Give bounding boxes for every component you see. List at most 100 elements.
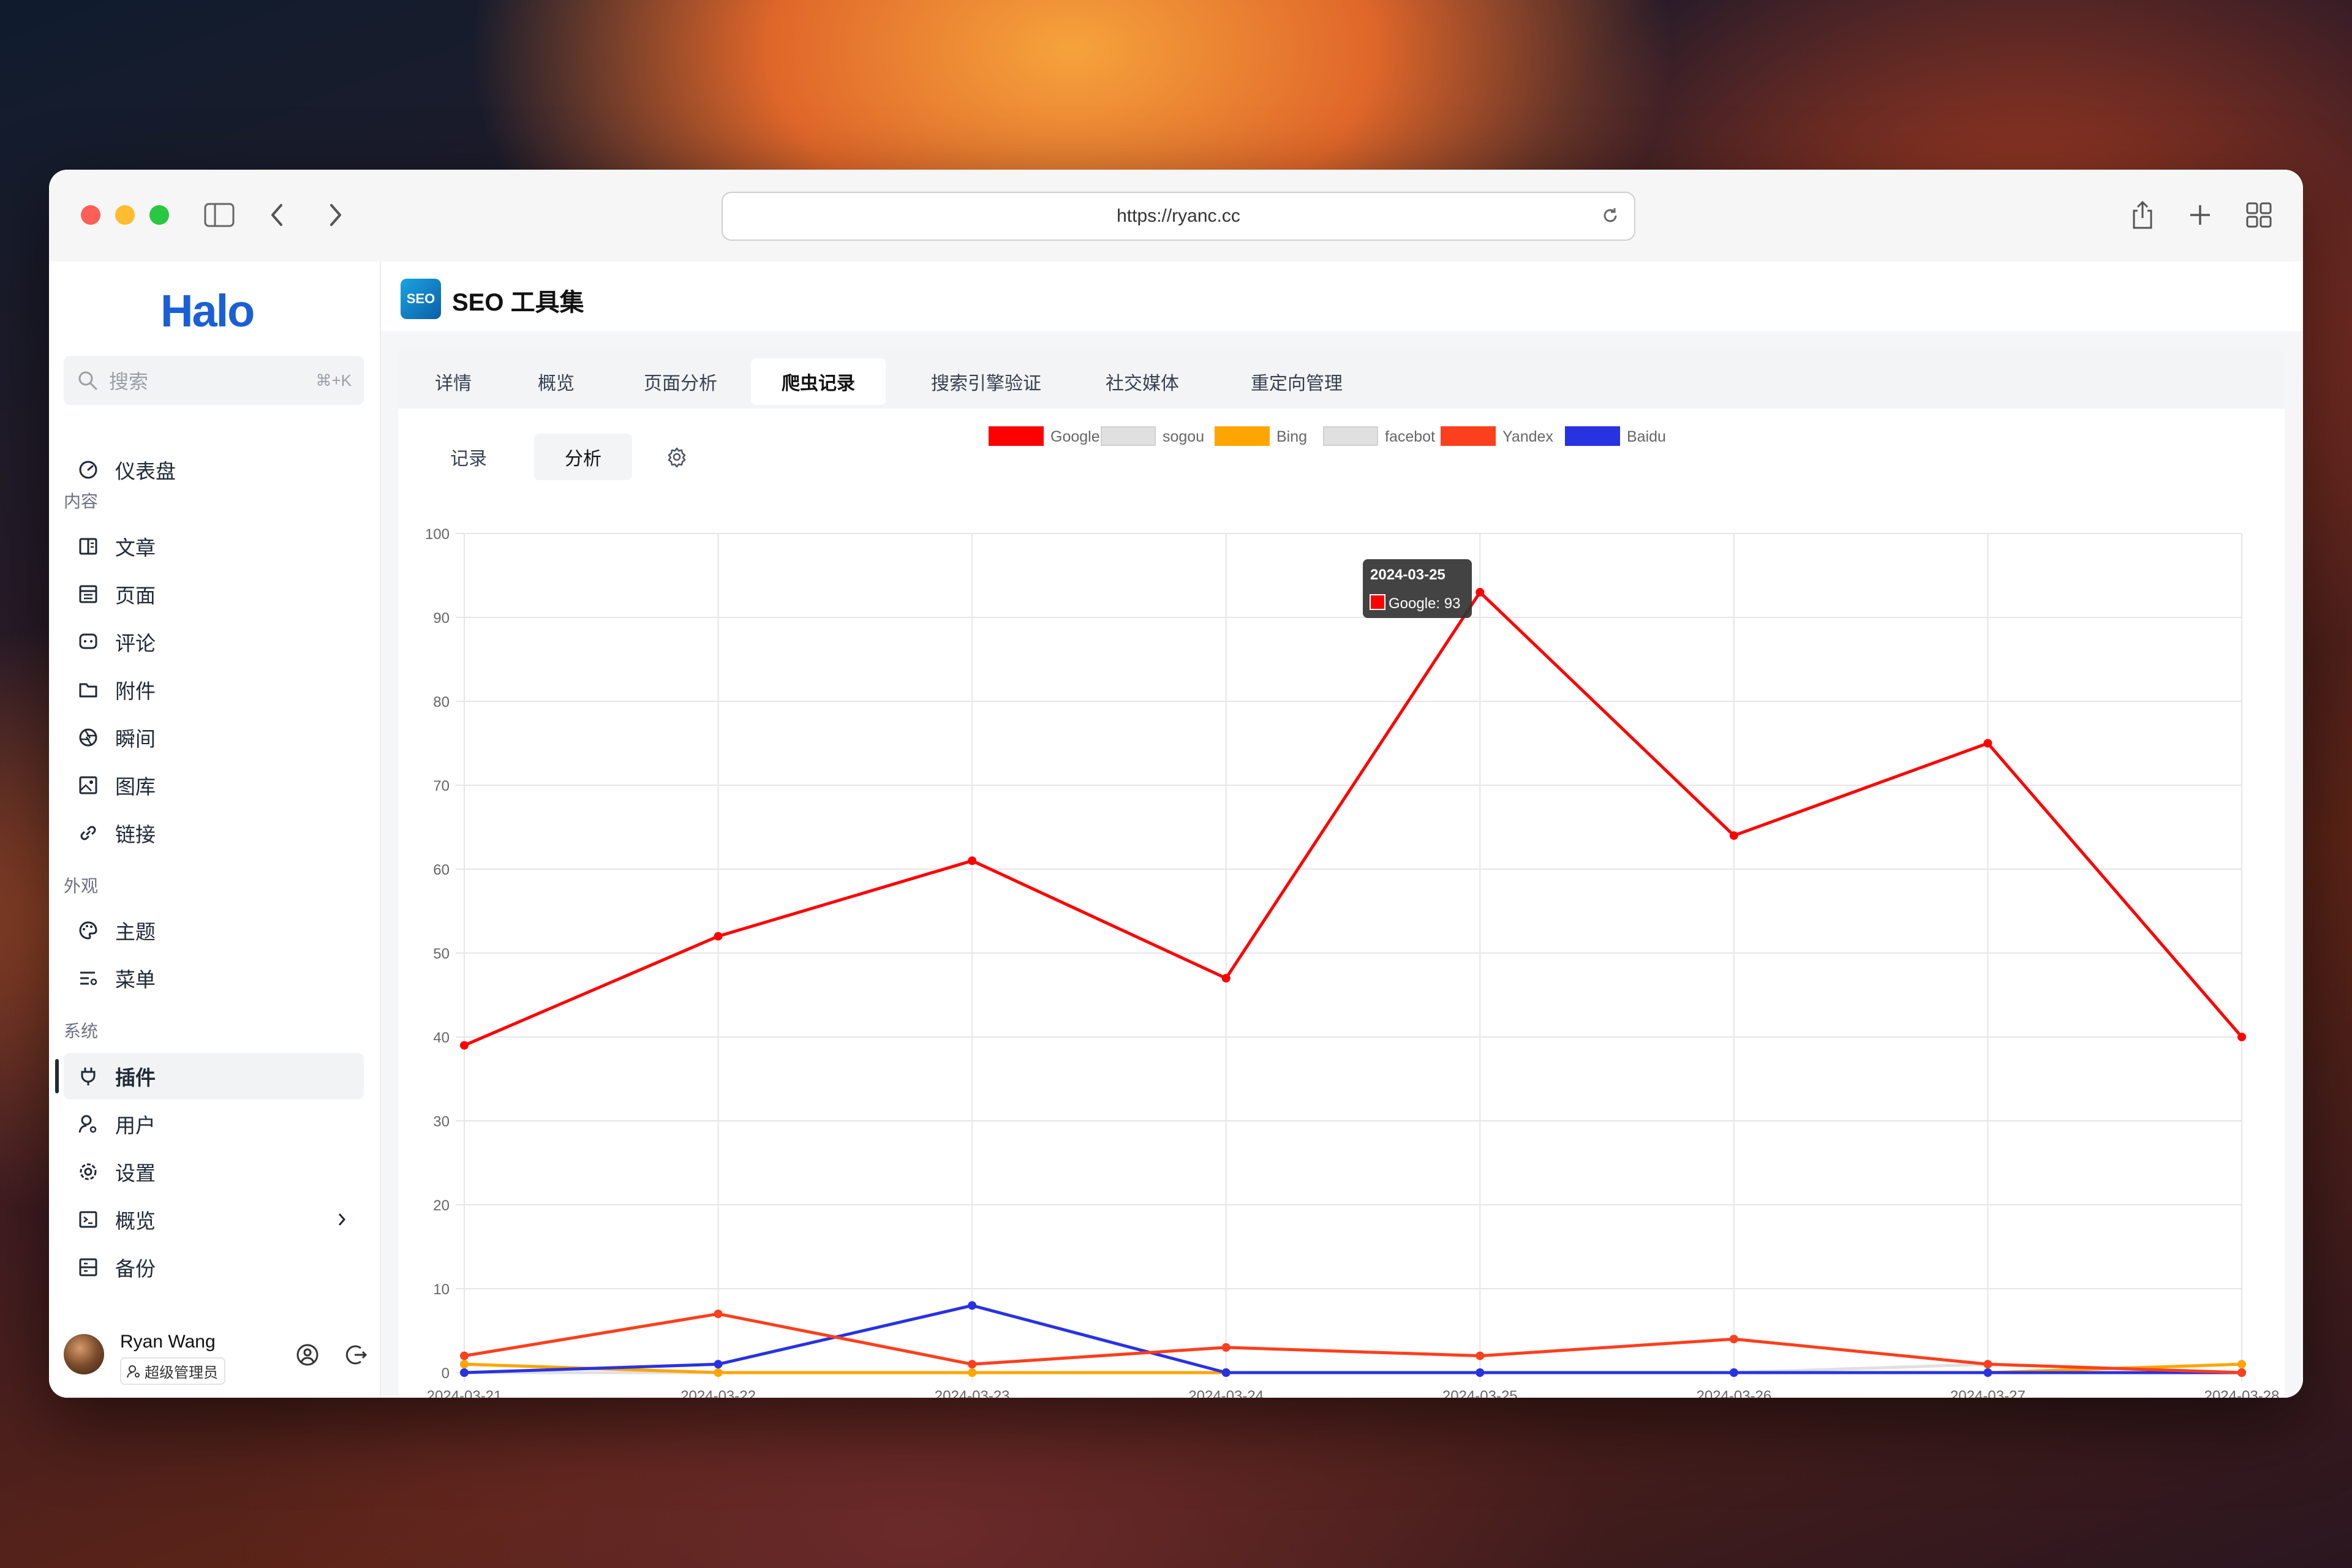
- data-point-baidu: [1476, 1368, 1485, 1377]
- series-line-google: [464, 590, 2243, 1047]
- sidebar-item-backup[interactable]: 备份: [64, 1244, 364, 1291]
- sidebar-item-label: 菜单: [115, 968, 156, 991]
- x-tick-label: 2024-03-28: [2204, 1388, 2280, 1398]
- sidebar-toggle-icon[interactable]: [201, 197, 238, 233]
- forward-icon[interactable]: [317, 197, 354, 233]
- tab-bar: 详情 概览 页面分析 爬虫记录 搜索引擎验证 社交媒体 重定向管理: [398, 350, 2285, 409]
- tab-page-analysis[interactable]: 页面分析: [644, 374, 717, 394]
- maximize-window-button[interactable]: [149, 205, 169, 225]
- sidebar-item-moments[interactable]: 瞬间: [64, 714, 364, 761]
- subtab-records[interactable]: 记录: [450, 449, 487, 469]
- chevron-right-icon: [336, 1210, 348, 1229]
- legend-label-bing: Bing: [1276, 428, 1307, 445]
- search-input[interactable]: 搜索 ⌘+K: [64, 356, 364, 405]
- x-tick-label: 2024-03-26: [1696, 1388, 1771, 1398]
- sidebar-item-label: 链接: [115, 823, 156, 846]
- terminal-icon: [76, 1207, 100, 1232]
- data-point-google: [1476, 587, 1485, 597]
- legend-label-baidu: Baidu: [1627, 428, 1666, 445]
- data-point-google: [2237, 1033, 2246, 1041]
- logout-icon[interactable]: [343, 1341, 370, 1368]
- new-tab-icon[interactable]: [2182, 197, 2218, 233]
- series-line-baidu: [464, 1303, 2242, 1374]
- sidebar-item-plugins[interactable]: 插件: [64, 1053, 364, 1099]
- sidebar-item-attachments[interactable]: 附件: [64, 666, 364, 713]
- sidebar-item-pages[interactable]: 页面: [64, 571, 364, 617]
- settings-gear-icon[interactable]: [655, 434, 698, 480]
- sidebar-item-label: 仪表盘: [115, 460, 176, 483]
- halo-logo[interactable]: Halo: [160, 285, 255, 336]
- profile-icon[interactable]: [294, 1341, 321, 1368]
- search-placeholder: 搜索: [109, 371, 149, 393]
- data-point-yandex: [968, 1360, 977, 1369]
- data-point-baidu: [460, 1368, 469, 1377]
- sidebar-item-gallery[interactable]: 图库: [64, 762, 364, 809]
- address-bar[interactable]: https://ryanc.cc: [722, 192, 1635, 241]
- user-name: Ryan Wang: [120, 1332, 216, 1352]
- role-badge: 超级管理员: [120, 1357, 225, 1385]
- sidebar-item-themes[interactable]: 主题: [64, 907, 364, 954]
- data-point-bing: [2237, 1360, 2246, 1369]
- data-point-google: [714, 932, 723, 941]
- sidebar-item-settings[interactable]: 设置: [64, 1148, 364, 1195]
- data-point-yandex: [2237, 1368, 2246, 1377]
- sidebar-item-links[interactable]: 链接: [64, 810, 364, 856]
- tooltip-swatch: [1370, 594, 1385, 610]
- legend-label-yandex: Yandex: [1502, 428, 1553, 445]
- sidebar-item-label: 附件: [115, 680, 156, 703]
- sidebar-item-users[interactable]: 用户: [64, 1101, 364, 1147]
- sidebar-item-menus[interactable]: 菜单: [64, 955, 364, 1001]
- image-icon: [76, 773, 100, 797]
- y-tick-label: 40: [433, 1030, 450, 1046]
- sidebar-item-label: 文章: [115, 537, 156, 559]
- sidebar-item-dashboard[interactable]: 仪表盘: [64, 447, 364, 493]
- main-area: SEO SEO 工具集 详情 概览 页面分析 爬虫记录 搜索引擎验证 社交媒体 …: [381, 262, 2303, 1398]
- minimize-window-button[interactable]: [115, 205, 135, 225]
- sidebar-item-comments[interactable]: 评论: [64, 619, 364, 665]
- data-point-yandex: [1729, 1335, 1738, 1344]
- y-tick-label: 80: [433, 694, 450, 710]
- browser-titlebar: https://ryanc.cc: [49, 170, 2303, 263]
- tab-details[interactable]: 详情: [435, 374, 472, 394]
- tab-search-engine-verification[interactable]: 搜索引擎验证: [931, 374, 1041, 394]
- legend-swatch-bing: [1215, 426, 1270, 446]
- data-point-google: [1729, 831, 1738, 840]
- data-point-bing: [714, 1368, 723, 1377]
- sidebar-item-overview[interactable]: 概览: [64, 1196, 364, 1243]
- content-card: 详情 概览 页面分析 爬虫记录 搜索引擎验证 社交媒体 重定向管理 记录 分析 …: [398, 350, 2285, 1398]
- y-axis-ticks: 0 10 20 30 40 50 60 70 80 90 100: [425, 526, 450, 1382]
- sidebar-item-label: 备份: [115, 1257, 156, 1280]
- search-icon: [77, 370, 98, 391]
- x-tick-label: 2024-03-23: [935, 1388, 1010, 1398]
- tab-crawler-log[interactable]: 爬虫记录: [751, 358, 886, 405]
- tab-overview-icon[interactable]: [2241, 197, 2277, 233]
- tab-social-media[interactable]: 社交媒体: [1106, 374, 1179, 394]
- x-tick-label: 2024-03-22: [680, 1388, 756, 1398]
- data-point-yandex: [714, 1310, 723, 1319]
- x-axis-ticks: 2024-03-21 2024-03-22 2024-03-23 2024-03-24…: [427, 1388, 2280, 1398]
- share-icon[interactable]: [2124, 197, 2161, 233]
- tab-overview[interactable]: 概览: [538, 374, 575, 394]
- avatar[interactable]: [64, 1334, 104, 1374]
- back-icon[interactable]: [258, 197, 295, 233]
- archive-icon: [76, 1255, 100, 1280]
- series-line-yandex: [464, 1312, 2242, 1374]
- reload-icon[interactable]: [1600, 205, 1621, 231]
- x-tick-label: 2024-03-21: [427, 1388, 502, 1398]
- legend-label-facebot: facebot: [1385, 428, 1435, 445]
- sidebar-item-label: 设置: [115, 1162, 156, 1185]
- close-window-button[interactable]: [81, 205, 100, 225]
- legend-label-sogou: sogou: [1163, 428, 1204, 445]
- y-tick-label: 100: [425, 526, 450, 543]
- group-label-appearance: 外观: [64, 876, 99, 895]
- gear-icon: [76, 1159, 100, 1184]
- legend-swatch-sogou: [1101, 426, 1156, 446]
- url-text: https://ryanc.cc: [1117, 206, 1240, 226]
- sidebar-item-posts[interactable]: 文章: [64, 523, 364, 570]
- subtab-analysis[interactable]: 分析: [534, 434, 632, 480]
- tab-redirect-management[interactable]: 重定向管理: [1251, 374, 1343, 394]
- y-tick-label: 90: [433, 610, 450, 627]
- sidebar-item-label: 页面: [115, 584, 156, 607]
- legend-label-google: Google: [1050, 428, 1100, 445]
